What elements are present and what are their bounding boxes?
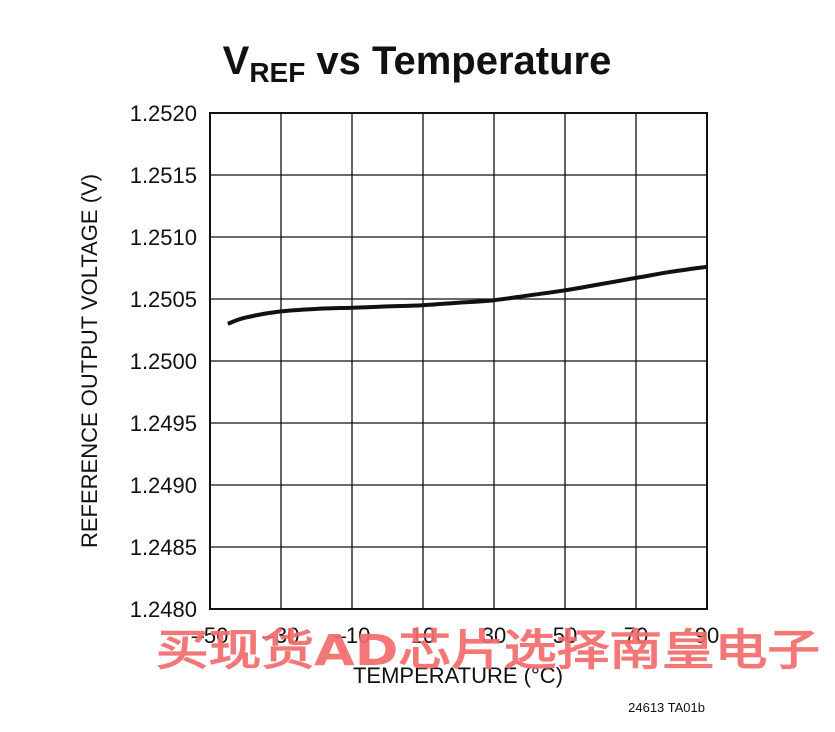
- figure-code: 24613 TA01b: [628, 700, 705, 715]
- y-tick-label: 1.2480: [130, 597, 197, 622]
- y-tick-label: 1.2500: [130, 349, 197, 374]
- plot-frame: [209, 112, 708, 610]
- chart-title-main: V: [223, 39, 250, 83]
- x-tick-label: 30: [482, 623, 506, 648]
- x-tick-label: –50: [192, 623, 229, 648]
- x-tick-label: –10: [334, 623, 371, 648]
- y-tick-label: 1.2515: [130, 163, 197, 188]
- x-tick-labels: –50 –30 –10 10 30 50 70 90: [192, 623, 720, 648]
- x-tick-label: 90: [695, 623, 719, 648]
- x-tick-label: 70: [624, 623, 648, 648]
- x-tick-label: 10: [411, 623, 435, 648]
- y-tick-label: 1.2485: [130, 535, 197, 560]
- y-tick-labels: 1.2480 1.2485 1.2490 1.2495 1.2500 1.2505 1.25…: [130, 101, 197, 622]
- y-tick-label: 1.2495: [130, 411, 197, 436]
- chart-title-rest: vs Temperature: [305, 39, 611, 83]
- x-tick-label: –30: [263, 623, 300, 648]
- y-tick-label: 1.2505: [130, 287, 197, 312]
- x-tick-label: 50: [553, 623, 577, 648]
- grid: [210, 113, 707, 609]
- chart-title: VREF vs Temperature: [223, 39, 612, 88]
- chart-title-subscript: REF: [249, 57, 305, 88]
- y-tick-label: 1.2520: [130, 101, 197, 126]
- y-tick-label: 1.2510: [130, 225, 197, 250]
- x-axis-label: TEMPERATURE (°C): [353, 663, 563, 688]
- series-line: [227, 264, 708, 326]
- y-tick-label: 1.2490: [130, 473, 197, 498]
- watermark-text: 买现货AD芯片选择南皇电子: [156, 626, 820, 676]
- series-lines: [227, 264, 708, 326]
- y-axis-label: REFERENCE OUTPUT VOLTAGE (V): [77, 174, 102, 548]
